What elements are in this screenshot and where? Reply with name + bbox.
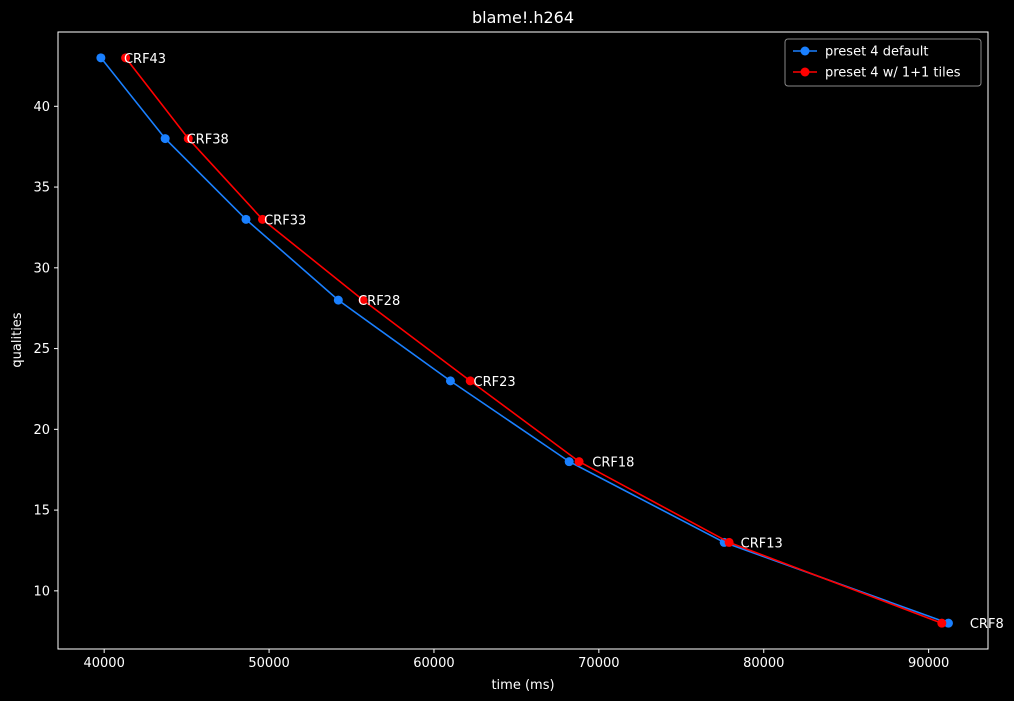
y-tick-label: 35 — [33, 181, 50, 196]
legend-item: preset 4 w/ 1+1 tiles — [793, 66, 961, 81]
series-layer — [96, 53, 953, 628]
legend-marker — [800, 46, 810, 56]
data-point — [465, 376, 475, 386]
x-axis-label: time (ms) — [491, 678, 554, 693]
y-tick-label: 20 — [33, 423, 50, 438]
series-line — [124, 57, 943, 624]
chart-title: blame!.h264 — [472, 8, 574, 27]
x-tick-label: 40000 — [83, 656, 124, 671]
point-annotation: CRF13 — [741, 536, 783, 551]
x-tick-label: 90000 — [908, 656, 949, 671]
data-point — [724, 537, 734, 547]
data-point — [943, 618, 953, 628]
legend: preset 4 default preset 4 w/ 1+1 tiles — [784, 38, 982, 87]
data-point — [937, 618, 947, 628]
x-tick-label: 50000 — [248, 656, 289, 671]
legend-item: preset 4 default — [793, 45, 928, 60]
y-tick-label: 25 — [33, 342, 50, 357]
axis-ticks: 40000 50000 60000 70000 80000 90000 10 15 20 25 30… — [33, 100, 949, 671]
legend-label: preset 4 default — [825, 45, 928, 60]
data-point — [564, 457, 574, 467]
y-tick-label: 10 — [33, 584, 50, 599]
data-point — [257, 214, 267, 224]
data-point — [358, 295, 368, 305]
data-point — [96, 53, 106, 63]
data-point — [445, 376, 455, 386]
data-point — [183, 134, 193, 144]
data-point — [241, 214, 251, 224]
point-annotation: CRF43 — [124, 52, 166, 67]
data-point — [333, 295, 343, 305]
y-tick-label: 40 — [33, 100, 50, 115]
series-line — [100, 57, 949, 624]
plot-area — [57, 31, 989, 650]
point-annotation: CRF23 — [474, 375, 516, 390]
series-1 — [96, 53, 953, 628]
legend-box — [784, 38, 982, 87]
data-point — [121, 53, 131, 63]
y-tick-label: 30 — [33, 261, 50, 276]
legend-marker — [800, 67, 810, 77]
point-annotation: CRF38 — [187, 133, 229, 148]
legend-label: preset 4 w/ 1+1 tiles — [825, 66, 961, 81]
y-tick-label: 15 — [33, 504, 50, 519]
series-2 — [121, 53, 947, 628]
annotation-layer: CRF43 CRF38 CRF33 CRF28 CRF23 CRF18 CRF13 CRF8 — [124, 52, 1004, 632]
data-point — [574, 457, 584, 467]
y-axis-label: qualities — [10, 312, 25, 367]
point-annotation: CRF18 — [592, 456, 634, 471]
x-tick-label: 80000 — [743, 656, 784, 671]
point-annotation: CRF33 — [264, 213, 306, 228]
x-tick-label: 60000 — [413, 656, 454, 671]
point-annotation: CRF28 — [358, 294, 400, 309]
data-point — [160, 134, 170, 144]
point-annotation: CRF8 — [970, 617, 1004, 632]
x-tick-label: 70000 — [578, 656, 619, 671]
